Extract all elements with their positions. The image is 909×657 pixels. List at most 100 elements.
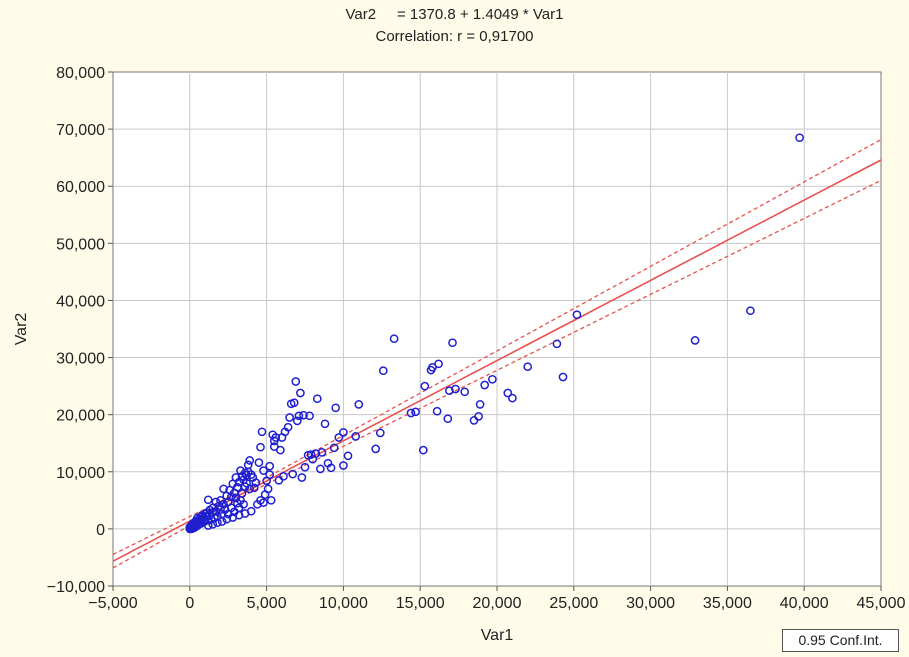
data-point	[279, 471, 288, 481]
data-point	[426, 365, 436, 375]
data-point	[469, 416, 479, 425]
data-point	[480, 380, 490, 390]
data-point	[288, 469, 298, 479]
data-point	[443, 414, 453, 424]
data-point	[213, 518, 222, 527]
data-point	[246, 506, 256, 516]
data-point	[286, 399, 296, 409]
data-point	[231, 493, 241, 503]
data-point	[371, 444, 381, 454]
data-point	[503, 388, 513, 398]
data-point	[203, 495, 213, 505]
data-point	[219, 484, 228, 494]
data-point	[316, 464, 325, 474]
data-point	[420, 381, 430, 391]
data-point	[339, 428, 348, 437]
data-point	[208, 519, 218, 529]
y-tick-label: 60,000	[56, 179, 105, 196]
data-point	[249, 483, 259, 493]
x-tick-label: 45,000	[857, 595, 906, 612]
x-tick-label: 15,000	[396, 595, 445, 612]
data-point	[306, 450, 316, 459]
data-point	[508, 393, 517, 403]
x-tick-label: 35,000	[703, 595, 752, 612]
x-tick-label: 20,000	[473, 595, 522, 612]
chart-subtitle: Correlation: r = 0,91700	[375, 28, 534, 45]
data-point	[572, 310, 582, 320]
data-point	[488, 374, 497, 384]
legend-conf-int: 0.95 Conf.Int.	[782, 629, 899, 652]
data-point	[260, 490, 270, 499]
x-tick-label: 0	[185, 595, 194, 612]
x-tick-label: 5,000	[247, 595, 287, 612]
data-point	[256, 442, 265, 452]
data-point	[339, 461, 348, 470]
data-point	[317, 448, 327, 457]
data-point	[294, 411, 304, 421]
data-point	[323, 458, 333, 468]
data-point	[378, 366, 388, 376]
data-point	[523, 362, 533, 372]
data-points	[185, 133, 804, 534]
data-point	[269, 442, 279, 451]
data-point	[262, 476, 271, 486]
data-point	[448, 338, 457, 348]
data-point	[299, 410, 308, 420]
data-point	[552, 339, 562, 349]
data-point	[297, 473, 307, 482]
x-axis-ticks: −5,000 0 5,000 10,000 15,000 20,000 25,000 30,0…	[88, 586, 906, 612]
data-point	[266, 495, 276, 505]
x-tick-label: 10,000	[319, 595, 368, 612]
y-tick-label: 80,000	[56, 65, 105, 82]
data-point	[320, 419, 330, 429]
y-tick-label: 10,000	[56, 465, 105, 482]
x-tick-label: 30,000	[626, 595, 675, 612]
data-point	[285, 413, 294, 422]
chart-title: Var2 = 1370.8 + 1.4049 * Var1	[345, 6, 564, 23]
y-tick-label: 30,000	[56, 351, 105, 368]
data-point	[254, 458, 264, 467]
data-point	[354, 400, 364, 409]
y-axis-label: Var2	[13, 313, 30, 346]
data-point	[185, 522, 195, 532]
data-point	[292, 416, 302, 426]
data-point	[268, 430, 278, 440]
y-tick-label: 0	[96, 522, 105, 539]
data-point	[233, 498, 242, 508]
data-point	[277, 433, 287, 442]
data-point	[203, 521, 213, 530]
data-point	[406, 408, 416, 418]
data-point	[217, 517, 227, 526]
data-point	[222, 491, 232, 501]
data-point	[334, 433, 344, 442]
data-point	[389, 334, 399, 344]
data-point	[265, 461, 275, 471]
data-point	[460, 387, 470, 397]
data-point	[291, 377, 301, 386]
data-point	[259, 498, 268, 507]
data-point	[331, 403, 341, 413]
data-point	[418, 445, 428, 455]
data-point	[259, 466, 268, 475]
data-point	[343, 451, 353, 461]
data-point	[558, 372, 568, 382]
y-tick-label: 50,000	[56, 236, 105, 253]
data-point	[351, 432, 361, 441]
conf-lower-line	[112, 179, 882, 569]
y-tick-label: 20,000	[56, 408, 105, 425]
data-point	[257, 427, 267, 437]
x-tick-label: 40,000	[780, 595, 829, 612]
data-point	[746, 306, 755, 316]
data-point	[329, 443, 339, 453]
x-tick-label: −5,000	[88, 595, 137, 612]
data-point	[245, 456, 255, 465]
data-point	[445, 386, 454, 396]
data-point	[312, 394, 322, 404]
data-point	[296, 388, 305, 398]
y-tick-label: 40,000	[56, 293, 105, 310]
data-point	[375, 428, 385, 438]
y-tick-label: −10,000	[47, 579, 105, 596]
x-tick-label: 25,000	[549, 595, 598, 612]
